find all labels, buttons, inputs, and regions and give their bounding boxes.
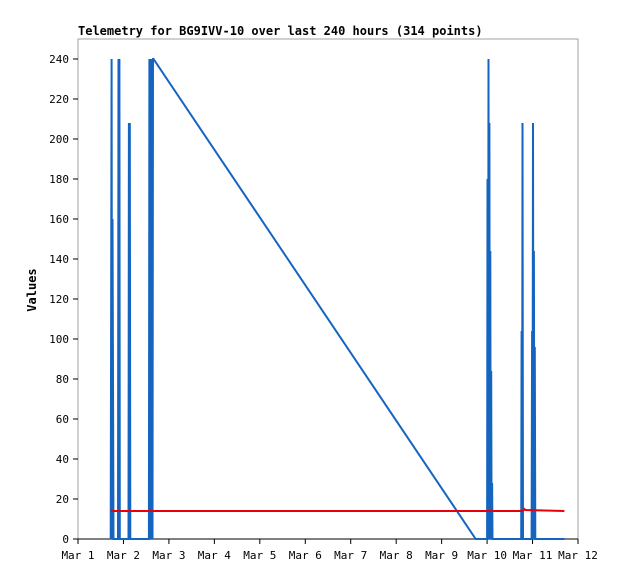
series-line-1 bbox=[109, 58, 565, 540]
y-tick-label: 0 bbox=[62, 533, 69, 546]
x-tick-label: Mar 9 bbox=[425, 549, 458, 562]
y-axis-label: Values bbox=[25, 268, 39, 311]
y-tick-label: 220 bbox=[49, 93, 69, 106]
y-tick-label: 140 bbox=[49, 253, 69, 266]
y-tick-label: 180 bbox=[49, 173, 69, 186]
y-tick-label: 80 bbox=[56, 373, 69, 386]
x-axis: Mar 1 Mar 2 Mar 3 Mar 4 Mar 5 Mar 6 Mar 7 Mar 8… bbox=[61, 538, 598, 562]
y-tick-label: 240 bbox=[49, 53, 69, 66]
y-tick-label: 40 bbox=[56, 453, 69, 466]
x-tick-label: Mar 12 bbox=[558, 549, 598, 562]
x-tick-label: Mar 6 bbox=[289, 549, 322, 562]
x-tick-label: Mar 5 bbox=[243, 549, 276, 562]
series-line-2 bbox=[110, 507, 565, 512]
y-tick-label: 20 bbox=[56, 493, 69, 506]
y-tick-label: 60 bbox=[56, 413, 69, 426]
x-tick-label: Mar 3 bbox=[152, 549, 185, 562]
x-tick-label: Mar 1 bbox=[61, 549, 94, 562]
x-tick-label: Mar 7 bbox=[334, 549, 367, 562]
chart-title: Telemetry for BG9IVV-10 over last 240 ho… bbox=[78, 24, 483, 38]
y-tick-label: 200 bbox=[49, 133, 69, 146]
x-tick-label: Mar 4 bbox=[198, 549, 231, 562]
x-tick-label: Mar 10 bbox=[467, 549, 507, 562]
x-tick-label: Mar 11 bbox=[513, 549, 553, 562]
x-tick-label: Mar 8 bbox=[380, 549, 413, 562]
y-tick-label: 160 bbox=[49, 213, 69, 226]
x-tick-label: Mar 2 bbox=[107, 549, 140, 562]
y-tick-label: 120 bbox=[49, 293, 69, 306]
y-axis: 0 20 40 60 80 100 120 140 160 180 200 220 240 bbox=[49, 53, 78, 546]
y-tick-label: 100 bbox=[49, 333, 69, 346]
series-layer bbox=[109, 58, 565, 540]
